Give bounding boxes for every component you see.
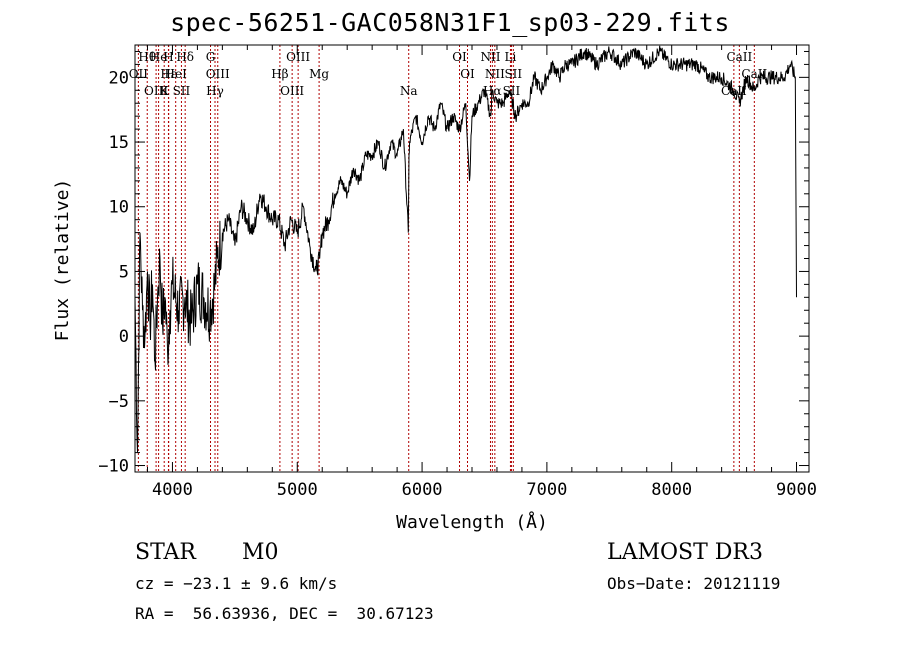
line-marker-label: SII — [504, 67, 522, 81]
y-axis-label: Flux (relative) — [52, 179, 73, 342]
survey-name: LAMOST DR3 — [607, 540, 763, 565]
line-marker-label: OI — [460, 67, 475, 81]
redshift-cz: cz = −23.1 ± 9.6 km/s — [135, 574, 338, 593]
line-marker-label: CaII — [721, 84, 747, 98]
spectrum-line — [134, 45, 797, 453]
line-marker-label: CaII — [726, 50, 752, 64]
emission-line-markers — [137, 45, 755, 472]
line-marker-label: NII — [485, 67, 505, 81]
line-marker-label: NII — [480, 50, 500, 64]
observation-date: Obs−Date: 20121119 — [607, 574, 781, 593]
x-tick-label: 6000 — [402, 480, 443, 500]
line-marker-label: OI — [452, 50, 467, 64]
line-marker-label: OIII — [144, 84, 168, 98]
line-marker-label: OIII — [206, 67, 230, 81]
chart-title: spec-56251-GAC058N31F1_sp03-229.fits — [170, 8, 730, 37]
x-tick-label: 7000 — [526, 480, 567, 500]
y-tick-label: 5 — [119, 262, 129, 282]
y-tick-label: 20 — [109, 68, 129, 88]
x-tick-label: 8000 — [651, 480, 692, 500]
line-marker-label: Hδ — [176, 50, 194, 64]
object-subclass: M0 — [242, 540, 279, 565]
x-tick-label: 9000 — [776, 480, 817, 500]
line-marker-label: Hγ — [206, 84, 224, 98]
line-marker-label: K — [160, 84, 170, 98]
y-tick-label: 10 — [109, 198, 129, 218]
x-axis-label: Wavelength (Å) — [396, 511, 548, 533]
line-marker-label: He — [150, 50, 168, 64]
y-tick-label: −10 — [98, 457, 129, 477]
line-marker-label: SII — [503, 84, 521, 98]
line-marker-label: Na — [400, 84, 418, 98]
line-marker-label: Li — [505, 50, 517, 64]
spectrum-series — [134, 45, 797, 453]
x-axis-ticks: 4000 5000 6000 7000 8000 9000 — [146, 45, 817, 500]
line-marker-label: Hβ — [271, 67, 288, 81]
line-marker-label: HeI — [165, 67, 188, 81]
line-marker-labels: Hθ OII OIII He Hε K H HeI SII Hδ OIII Hγ G Hβ OIII OIII… — [129, 50, 768, 98]
ra-dec-coordinates: RA = 56.63936, DEC = 30.67123 — [135, 604, 434, 623]
line-marker-label: Hε — [160, 67, 177, 81]
object-class: STAR — [135, 540, 196, 565]
line-marker-label: OIII — [280, 84, 304, 98]
x-tick-label: 4000 — [152, 480, 193, 500]
y-tick-label: 15 — [109, 133, 129, 153]
line-marker-label: SII — [173, 84, 191, 98]
line-marker-label: OIII — [286, 50, 310, 64]
y-tick-label: 0 — [119, 327, 129, 347]
x-tick-label: 5000 — [277, 480, 318, 500]
line-marker-label: CaII — [741, 67, 767, 81]
line-marker-label: Hα — [483, 84, 502, 98]
y-axis-ticks: −10 −5 0 5 10 15 20 — [98, 50, 809, 477]
line-marker-label: Hθ — [138, 50, 156, 64]
y-tick-label: −5 — [109, 392, 129, 412]
line-marker-label: H — [163, 50, 173, 64]
plot-frame — [134, 44, 810, 473]
line-marker-label: G — [206, 50, 216, 64]
line-marker-label: Mg — [309, 67, 329, 81]
line-marker-label: OII — [129, 67, 149, 81]
